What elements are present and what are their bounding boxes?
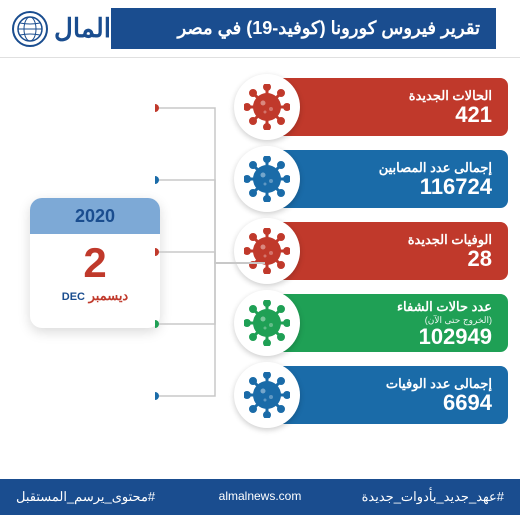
stat-value: 116724 — [308, 176, 492, 198]
stat-card: عدد حالات الشفاء (الخروج حتى الآن) 10294… — [238, 294, 508, 352]
logo-text: المال — [54, 13, 111, 44]
stat-value: 6694 — [308, 392, 492, 414]
calendar-body: 2 ديسمبر DEC — [30, 234, 160, 312]
calendar-year: 2020 — [30, 198, 160, 234]
stat-sublabel: (الخروج حتى الآن) — [308, 315, 492, 326]
globe-icon — [12, 11, 48, 47]
calendar-day: 2 — [38, 242, 152, 284]
stat-card: الحالات الجديدة 421 — [238, 78, 508, 136]
stat-value: 102949 — [308, 326, 492, 348]
report-title: تقرير فيروس كورونا (كوفيد-19) في مصر — [177, 18, 480, 38]
footer-url: almalnews.com — [219, 489, 302, 503]
virus-icon — [234, 362, 300, 428]
stat-card: إجمالى عدد الوفيات 6694 — [238, 366, 508, 424]
infographic-container: تقرير فيروس كورونا (كوفيد-19) في مصر الم… — [0, 0, 520, 515]
calendar-widget: 2020 2 ديسمبر DEC — [30, 198, 160, 328]
virus-icon — [234, 74, 300, 140]
stat-label: عدد حالات الشفاء — [308, 299, 492, 315]
footer-hashtag-left: #عهد_جديد_بأدوات_جديدة — [362, 489, 504, 505]
content-area: الحالات الجديدة 421 إجمالى عدد المصابين … — [0, 58, 520, 463]
stat-value: 421 — [308, 104, 492, 126]
calendar-month-ar: ديسمبر DEC — [38, 288, 152, 304]
footer: #عهد_جديد_بأدوات_جديدة almalnews.com #مح… — [0, 479, 520, 515]
virus-icon — [234, 218, 300, 284]
stat-value: 28 — [308, 248, 492, 270]
logo: المال — [12, 11, 111, 47]
virus-icon — [234, 290, 300, 356]
stat-card: إجمالى عدد المصابين 116724 — [238, 150, 508, 208]
header: تقرير فيروس كورونا (كوفيد-19) في مصر الم… — [0, 0, 520, 58]
stats-column: الحالات الجديدة 421 إجمالى عدد المصابين … — [238, 78, 508, 424]
virus-icon — [234, 146, 300, 212]
stat-card: الوفيات الجديدة 28 — [238, 222, 508, 280]
title-bar: تقرير فيروس كورونا (كوفيد-19) في مصر — [111, 8, 496, 49]
stat-label: الوفيات الجديدة — [308, 232, 492, 248]
footer-hashtag-right: #محتوى_يرسم_المستقبل — [16, 489, 155, 505]
